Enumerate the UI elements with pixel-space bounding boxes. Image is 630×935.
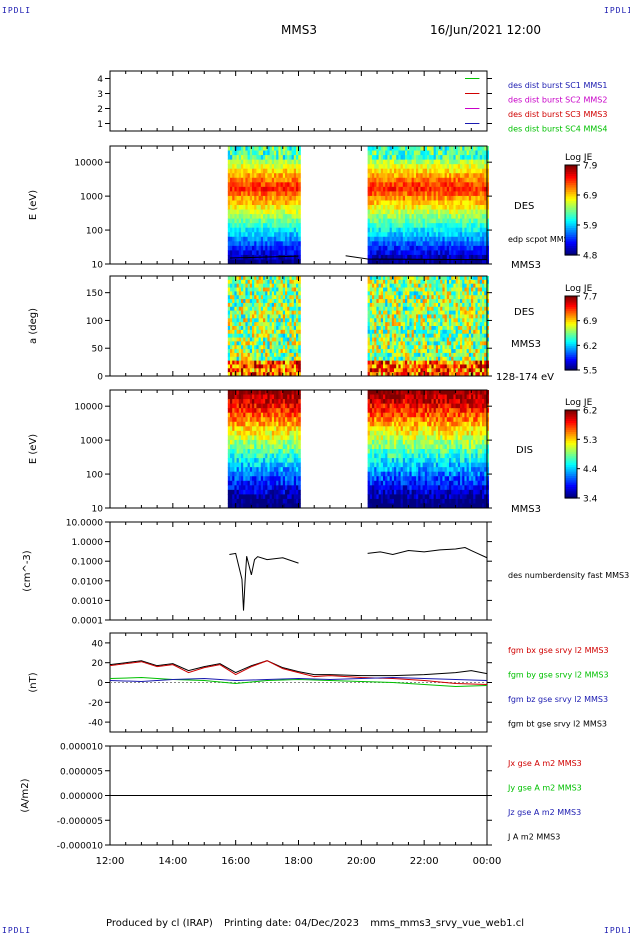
spectrogram-cell-2: [298, 291, 301, 295]
spectrogram-cell-1: [298, 246, 301, 251]
spectrogram-cell-1: [298, 241, 301, 246]
spectrogram-cell-1: [298, 191, 301, 196]
instrument-label-des-1: DES: [514, 201, 534, 212]
spectrogram-cell-1: [298, 210, 301, 215]
y-tick-pa-100-label: 100: [86, 317, 103, 327]
spectrogram-cell-1: [298, 164, 301, 169]
energy-band-label: 128-174 eV: [496, 372, 554, 383]
spectrogram-cell-2: [298, 349, 301, 353]
spectrogram-cell-1: [298, 169, 301, 174]
spectrogram-cell-1: [298, 228, 301, 233]
spectrogram-cell-2: [298, 295, 301, 299]
colorbar-tick-label-1-0: 7.9: [583, 162, 598, 172]
spectrogram-cell-2: [298, 303, 301, 307]
spectrogram-cell-1: [298, 223, 301, 228]
spectrogram-cell-2: [298, 361, 301, 365]
spectrogram-cell-2: [298, 338, 301, 342]
spectrogram-cell-1: [298, 160, 301, 165]
spectrogram-cell-2: [298, 311, 301, 315]
y-tick-pa-150-label: 150: [86, 289, 103, 299]
colorbar-tick-label-1-2: 5.9: [583, 222, 598, 232]
legend-burst-0: des dist burst SC1 MMS1: [508, 81, 607, 90]
spectrogram-cell-1: [298, 250, 301, 255]
spectrogram-cell-2: [298, 326, 301, 330]
spectrogram-cell-1: [298, 173, 301, 178]
spectrogram-cell-1: [298, 237, 301, 242]
spectrogram-cell-2: [298, 353, 301, 357]
spectrogram-cell-2: [298, 318, 301, 322]
y-tick-ee-1000-label: 1000: [80, 193, 103, 203]
spectrogram-cell-1: [298, 182, 301, 187]
spectrogram-cell-1: [298, 205, 301, 210]
colorbar-tick-label-2-3: 5.5: [583, 367, 597, 377]
spectrogram-cell-2: [298, 330, 301, 334]
spectrogram-cell-2: [298, 357, 301, 361]
y-tick-burst-2-label: 2: [97, 105, 103, 115]
spacecraft-label-1: MMS3: [511, 260, 541, 271]
y-tick-ee-10000-label: 10000: [74, 159, 103, 169]
spectrogram-cell-2: [298, 314, 301, 318]
spectrogram-cell-2: [298, 284, 301, 288]
y-tick-ee-10-label: 10: [92, 261, 104, 271]
spectrogram-cell-2: [298, 307, 301, 311]
ylabel-pitch-angle: a (deg): [28, 308, 39, 344]
spectrogram-cell-1: [298, 219, 301, 224]
spectrogram-cell-2: [298, 334, 301, 338]
spectrogram-cell-2: [298, 299, 301, 303]
y-tick-pa-0-label: 0: [97, 373, 103, 383]
y-tick-burst-4-label: 4: [97, 75, 103, 85]
spectrogram-cell-1: [298, 187, 301, 192]
spectrogram-cell-1: [298, 214, 301, 219]
colorbar-tick-label-2-2: 6.2: [583, 342, 597, 352]
spectrogram-cell-1: [298, 200, 301, 205]
y-tick-burst-3-label: 3: [97, 90, 103, 100]
legend-burst-3: des dist burst SC4 MMS4: [508, 125, 607, 134]
y-tick-pa-50-label: 50: [92, 345, 104, 355]
spectrogram-cell-2: [298, 322, 301, 326]
spectrogram-cell-1: [298, 155, 301, 160]
ylabel-electron-energy: E (eV): [28, 190, 39, 220]
spectrogram-cell-1: [298, 178, 301, 183]
overlay-label-scpot: edp scpot MMS3: [508, 235, 574, 244]
instrument-label-des-2: DES: [514, 307, 534, 318]
panel-frame-burst: [110, 71, 487, 131]
y-tick-burst-1-label: 1: [97, 120, 103, 130]
spectrogram-cell-2: [298, 288, 301, 292]
spectrogram-cell-1: [298, 196, 301, 201]
legend-burst-1: des dist burst SC2 MMS2: [508, 96, 607, 105]
spectrogram-cell-2: [298, 345, 301, 349]
y-tick-ee-100-label: 100: [86, 227, 103, 237]
colorbar-tick-label-2-1: 6.9: [583, 317, 598, 327]
colorbar-tick-label-1-1: 6.9: [583, 192, 598, 202]
spectrogram-cell-2: [298, 364, 301, 368]
spectrogram-cell-2: [298, 341, 301, 345]
spectrogram-cell-1: [298, 151, 301, 156]
colorbar-tick-label-2-0: 7.7: [583, 293, 597, 303]
legend-burst-2: des dist burst SC3 MMS3: [508, 110, 607, 119]
spectrogram-cell-1: [298, 232, 301, 237]
spacecraft-label-2: MMS3: [511, 339, 541, 350]
colorbar-tick-label-1-3: 4.8: [583, 252, 598, 262]
